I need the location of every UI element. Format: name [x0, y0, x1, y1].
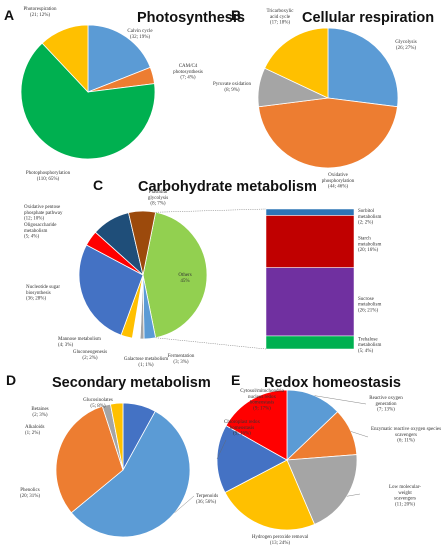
- respiration-slice-tricarboxylic-acid-cycle: [264, 27, 329, 99]
- panel-letter-b: B: [231, 7, 241, 23]
- panel-letter-d: D: [6, 372, 16, 388]
- photosynthesis-label-calvin-cycle: Calvin cycle (32; 19%): [127, 29, 153, 40]
- redox-leader-low-molecular-weight-scavengers: [346, 493, 361, 497]
- redox-label-enzymatic-reactive-oxygen-species-scavengers: Enzymatic reactive oxygen species scaveng…: [371, 427, 441, 444]
- title-redox-homeostasis: Redox homeostasis: [264, 375, 401, 391]
- secondary-slice-phenolics: [55, 405, 124, 514]
- secondary-label-phenolics: Phenolics (20; 31%): [20, 488, 40, 499]
- carbohydrate-label-plastidial-glycolysis: Plastidial glycolysis (8; 7%): [148, 190, 168, 207]
- carbohydrate-slice-nucleotide-sugar-biosynthesis: [78, 244, 144, 336]
- breakdown-bar-starch-metabolism: [265, 215, 355, 268]
- title-cellular-respiration: Cellular respiration: [302, 10, 434, 26]
- carbohydrate-label-others: Others 45%: [178, 273, 191, 284]
- redox-label-hydrogen-peroxide-removal: Hydrogen peroxide removal (13; 24%): [252, 535, 309, 546]
- connector-line-top: [155, 208, 267, 213]
- carbohydrate-label-fermentation: Fermentation (3; 3%): [168, 354, 195, 365]
- respiration-slice-glycolysis: [327, 27, 399, 108]
- secondary-label-glucosinolates: Glucosinolates (5; 8%): [83, 398, 113, 409]
- photosynthesis-slice-photophosphorylation: [20, 42, 156, 160]
- redox-slice-hydrogen-peroxide-removal: [224, 459, 316, 531]
- title-carbohydrate-metabolism: Carbohydrate metabolism: [138, 179, 317, 195]
- respiration-label-oxidative-phosphorylation: Oxidative phosphorylation (44; 46%): [322, 173, 355, 190]
- carbohydrate-label-oxidative-pentose-phosphate-pathway: Oxidative pentose phosphate pathway (12; 1…: [24, 205, 63, 222]
- redox-slice-low-molecular-weight-scavengers: [286, 454, 358, 525]
- respiration-label-pyruvate-oxidation: Pyruvate oxidation (8; 9%): [213, 82, 251, 93]
- redox-slice-cytosol-mitochondria-nucleus-redox-homeostasis: [225, 389, 288, 461]
- respiration-label-glycolysis: Glycolysis (26; 27%): [395, 40, 416, 51]
- photosynthesis-label-photorespiration: Photorespiration (21; 12%): [23, 7, 57, 18]
- redox-leader-chloroplast-redox-homeostasis: [216, 439, 227, 459]
- breakdown-label-trehalose-metabolism: Trehalose metabolism (5; 4%): [358, 337, 381, 354]
- redox-slice-reactive-oxygen-generation: [286, 389, 339, 461]
- secondary-slice-betaines: [109, 402, 124, 471]
- secondary-slice-terpenoids: [70, 410, 191, 538]
- redox-label-low-molecular-weight-scavengers: Low molecular-weight scavengers (11; 20%): [389, 485, 421, 507]
- secondary-label-terpenoids: Terpenoids (36; 56%): [196, 494, 218, 505]
- title-photosynthesis: Photosynthesis: [137, 10, 245, 26]
- carbohydrate-label-gluconeogenesis: Gluconeogenesis (2; 2%): [73, 350, 107, 361]
- breakdown-label-sucrose-metabolism: Sucrose metabolism (26; 21%): [358, 297, 381, 314]
- redox-leader-enzymatic-reactive-oxygen-species-scavengers: [350, 431, 369, 438]
- respiration-label-tricarboxylic-acid-cycle: Tricarboxylic acid cycle (17; 18%): [266, 9, 294, 26]
- photosynthesis-label-cam-c4-photosynthesis: CAM/C4 photosynthesis (7; 4%): [173, 64, 203, 81]
- photosynthesis-slice-calvin-cycle: [87, 24, 151, 93]
- secondary-label-betaines: Betaines (2; 3%): [31, 407, 48, 418]
- panel-letter-c: C: [93, 177, 103, 193]
- title-secondary-metabolism: Secondary metabolism: [52, 375, 211, 391]
- carbohydrate-label-oligosaccharide-metabolism: Oligosaccharide metabolism (5; 4%): [24, 223, 57, 240]
- breakdown-bar-sorbitol-metabolism: [265, 208, 355, 216]
- carbohydrate-slice-plastidial-glycolysis: [128, 210, 157, 276]
- secondary-label-alkaloids: Alkaloids (1; 2%): [25, 425, 44, 436]
- redox-label-cytosol-mitochondria-nucleus-redox-homeostasis: Cytosol/mitochondria nucleus redox homeost…: [240, 389, 284, 411]
- redox-label-chloroplast-redox-homeostasis: Chloroplast redox homeostasis (9; 16%): [224, 420, 260, 437]
- carbohydrate-slice-others: [142, 211, 208, 339]
- carbohydrate-label-galactose-metabolism: Galactose metabolism (1; 1%): [124, 357, 168, 368]
- redox-slice-chloroplast-redox-homeostasis: [216, 425, 288, 493]
- breakdown-bar-sucrose-metabolism: [265, 267, 355, 337]
- photosynthesis-slice-photorespiration: [41, 24, 89, 94]
- breakdown-label-starch-metabolism: Starch metabolism (20; 16%): [358, 237, 381, 254]
- connector-line-bottom: [155, 337, 267, 350]
- charts-layer: Calvin cycle (32; 19%) CAM/C4 photosynthesi…: [20, 7, 441, 546]
- photosynthesis-label-photophosphorylation: Photophosphorylation (110; 65%): [26, 171, 71, 182]
- carbohydrate-label-nucleotide-sugar-biosynthesis: Nucleotide sugar biosynthesis (36; 28%): [26, 285, 60, 302]
- secondary-leader-terpenoids: [174, 495, 195, 513]
- redox-leader-reactive-oxygen-generation: [314, 395, 367, 405]
- breakdown-label-sorbitol-metabolism: Sorbitol metabolism (2; 2%): [358, 209, 381, 226]
- panel-letter-e: E: [231, 372, 240, 388]
- breakdown-bar-trehalose-metabolism: [265, 335, 355, 350]
- redox-label-reactive-oxygen-generation: Reactive oxygen generation (7; 13%): [369, 396, 403, 413]
- respiration-slice-oxidative-phosphorylation: [258, 97, 398, 169]
- panel-letter-a: A: [4, 7, 14, 23]
- carbohydrate-label-mannose-metabolism: Mannose metabolism (4; 3%): [58, 337, 101, 348]
